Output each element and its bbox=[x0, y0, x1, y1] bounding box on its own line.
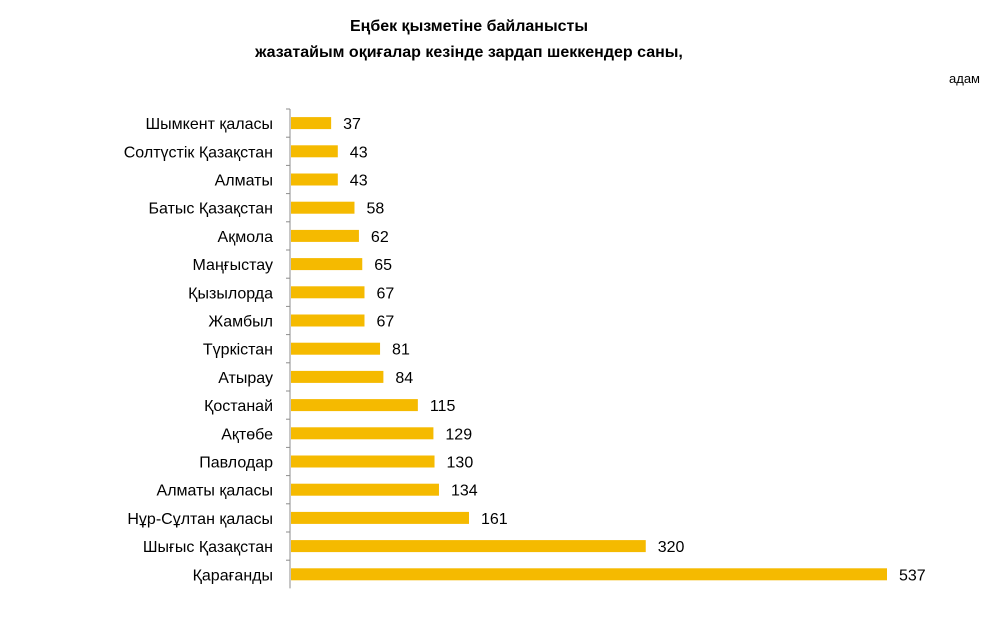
bar bbox=[291, 314, 365, 327]
bar bbox=[291, 370, 384, 383]
data-label: 62 bbox=[371, 229, 389, 246]
data-label: 43 bbox=[350, 173, 368, 190]
data-label: 67 bbox=[376, 285, 394, 302]
category-label: Шымкент қаласы bbox=[146, 116, 273, 133]
category-label: Түркістан bbox=[203, 342, 273, 359]
data-label: 115 bbox=[430, 398, 456, 415]
bar bbox=[291, 145, 338, 158]
bar bbox=[291, 540, 646, 553]
data-label: 130 bbox=[447, 455, 474, 472]
data-label: 58 bbox=[366, 201, 384, 218]
bar bbox=[291, 201, 355, 214]
category-label: Солтүстік Қазақстан bbox=[124, 144, 273, 161]
data-label: 37 bbox=[343, 116, 361, 133]
bar bbox=[291, 229, 359, 242]
bar bbox=[291, 286, 365, 299]
category-label: Ақтөбе bbox=[221, 426, 273, 443]
category-label: Маңғыстау bbox=[193, 257, 273, 274]
bar bbox=[291, 258, 363, 271]
data-label: 84 bbox=[395, 370, 413, 387]
bar bbox=[291, 455, 435, 468]
category-label: Жамбыл bbox=[208, 314, 273, 331]
data-label: 129 bbox=[445, 426, 472, 443]
bar bbox=[291, 427, 434, 440]
bar bbox=[291, 399, 418, 412]
category-label: Нұр-Сұлтан қаласы bbox=[127, 511, 273, 528]
bar bbox=[291, 568, 887, 581]
data-label: 65 bbox=[374, 257, 392, 274]
bar bbox=[291, 483, 439, 496]
chart-title-line-1: Еңбек қызметіне байланысты bbox=[350, 18, 588, 35]
data-label: 67 bbox=[376, 314, 394, 331]
chart-title-line-2: жазатайым оқиғалар кезінде зардап шеккен… bbox=[254, 44, 683, 61]
data-label: 43 bbox=[350, 144, 368, 161]
category-label: Ақмола bbox=[218, 229, 274, 246]
category-label: Қызылорда bbox=[188, 285, 273, 302]
category-label: Қарағанды bbox=[193, 567, 273, 584]
category-label: Батыс Қазақстан bbox=[149, 201, 273, 218]
category-label: Алматы bbox=[215, 173, 273, 190]
data-label: 134 bbox=[451, 483, 478, 500]
data-label: 537 bbox=[899, 567, 926, 584]
category-label: Шығыс Қазақстан bbox=[143, 539, 273, 556]
bar bbox=[291, 511, 469, 524]
category-label: Алматы қаласы bbox=[157, 483, 273, 500]
data-label: 161 bbox=[481, 511, 508, 528]
unit-label: адам bbox=[949, 71, 980, 86]
data-label: 320 bbox=[658, 539, 685, 556]
bar bbox=[291, 117, 332, 130]
bar bbox=[291, 342, 381, 355]
category-label: Қостанай bbox=[204, 398, 273, 415]
category-label: Атырау bbox=[218, 370, 273, 387]
category-label: Павлодар bbox=[199, 455, 273, 472]
plot-area: Шымкент қаласы 37 Солтүстік Қазақстан 43 Алм… bbox=[124, 108, 926, 589]
bar bbox=[291, 173, 338, 186]
data-label: 81 bbox=[392, 342, 410, 359]
